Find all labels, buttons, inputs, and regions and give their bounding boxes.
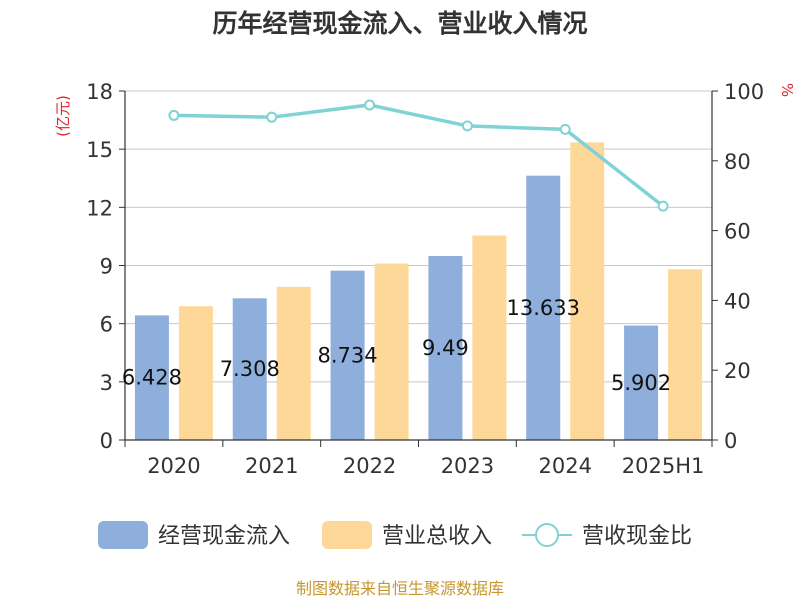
data-label-cash-inflow: 8.734 xyxy=(318,343,378,367)
x-tick-label: 2022 xyxy=(343,454,396,478)
x-tick-label: 2023 xyxy=(441,454,494,478)
right-axis-unit: % xyxy=(778,83,796,97)
right-tick-label: 60 xyxy=(724,220,751,244)
data-label-cash-inflow: 5.902 xyxy=(611,371,671,395)
grid-lines xyxy=(125,90,712,383)
chart-title: 历年经营现金流入、营业收入情况 xyxy=(212,9,587,38)
legend-marker xyxy=(535,523,559,547)
left-tick-label: 15 xyxy=(86,138,113,162)
legend-swatch xyxy=(322,521,372,549)
ratio-point xyxy=(266,111,278,123)
bar-cash-inflow xyxy=(526,175,561,441)
x-tick-label: 2021 xyxy=(245,454,298,478)
axes: 0 3 6 9 12 15 18 0 20 40 60 80 100 2020 2021 2022 2023 20… xyxy=(86,80,764,478)
bar-revenue xyxy=(276,286,311,440)
data-label-cash-inflow: 7.308 xyxy=(220,357,280,381)
legend-swatch xyxy=(98,521,148,549)
legend-label: 经营现金流入 xyxy=(158,524,290,549)
bar-revenue xyxy=(668,269,703,440)
bar-revenue xyxy=(178,306,213,440)
bar-revenue xyxy=(570,142,605,440)
legend-label: 营业总收入 xyxy=(382,524,492,549)
data-label-cash-inflow: 9.49 xyxy=(422,336,469,360)
ratio-point xyxy=(364,99,376,111)
ratio-point xyxy=(461,120,473,132)
bar-cash-inflow xyxy=(134,315,169,440)
ratio-point xyxy=(168,109,180,121)
left-tick-label: 0 xyxy=(100,429,113,453)
bars xyxy=(134,142,703,441)
data-labels: 6.428 7.308 8.734 9.49 13.633 5.902 xyxy=(122,296,671,395)
right-tick-label: 80 xyxy=(724,150,751,174)
ratio-point xyxy=(657,200,669,212)
x-tick-label: 2020 xyxy=(147,454,200,478)
x-tick-label: 2025H1 xyxy=(622,454,705,478)
left-tick-label: 3 xyxy=(100,371,113,395)
source-note: 制图数据来自恒生聚源数据库 xyxy=(296,579,504,598)
right-tick-label: 20 xyxy=(724,359,751,383)
x-tick-label: 2024 xyxy=(539,454,592,478)
ratio-line-path xyxy=(173,103,665,208)
ratio-line xyxy=(168,99,669,212)
legend-label: 营收现金比 xyxy=(582,524,692,549)
left-tick-label: 9 xyxy=(100,255,113,279)
bar-cash-inflow xyxy=(232,298,267,440)
ratio-point xyxy=(559,123,571,135)
bar-cash-inflow xyxy=(624,325,659,440)
right-tick-label: 100 xyxy=(724,80,764,104)
bar-cash-inflow xyxy=(428,255,463,440)
left-tick-label: 6 xyxy=(100,313,113,337)
bar-revenue xyxy=(374,263,409,440)
data-label-cash-inflow: 6.428 xyxy=(122,366,182,390)
right-tick-label: 40 xyxy=(724,289,751,313)
bar-revenue xyxy=(472,235,507,440)
right-tick-label: 0 xyxy=(724,429,737,453)
data-label-cash-inflow: 13.633 xyxy=(507,296,580,320)
bar-cash-inflow xyxy=(330,270,365,440)
legend: 经营现金流入 营业总收入 营收现金比 xyxy=(98,521,692,549)
left-tick-label: 12 xyxy=(86,196,113,220)
left-axis-unit: (亿元) xyxy=(54,95,72,137)
left-tick-label: 18 xyxy=(86,80,113,104)
